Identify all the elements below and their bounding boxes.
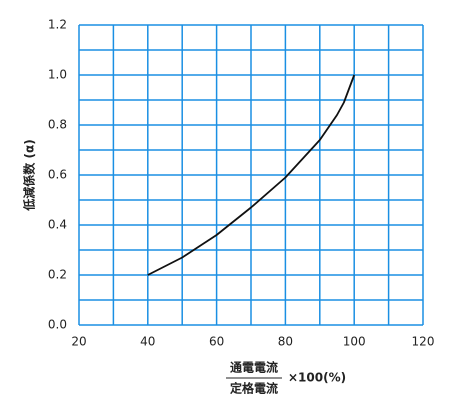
x-tick-label: 20: [71, 335, 86, 349]
x-label-suffix: ×100(%): [288, 371, 346, 385]
x-label-numerator: 通電電流: [230, 360, 278, 375]
x-tick-label: 60: [209, 335, 224, 349]
y-tick-label: 0.4: [48, 218, 67, 232]
y-tick-label: 1.0: [48, 68, 67, 82]
y-axis-label: 低減係数 (α): [22, 139, 37, 211]
y-tick-label: 0.6: [48, 168, 67, 182]
x-label-denominator: 定格電流: [230, 381, 278, 396]
y-tick-label: 0.0: [48, 318, 67, 332]
x-tick-label: 120: [412, 335, 435, 349]
x-tick-label: 100: [343, 335, 366, 349]
y-tick-label: 0.2: [48, 268, 67, 282]
x-tick-label: 40: [140, 335, 155, 349]
y-tick-label: 0.8: [48, 118, 67, 132]
line: [147, 74, 356, 276]
x-tick-label: 80: [278, 335, 293, 349]
y-tick-label: 1.2: [48, 18, 67, 32]
